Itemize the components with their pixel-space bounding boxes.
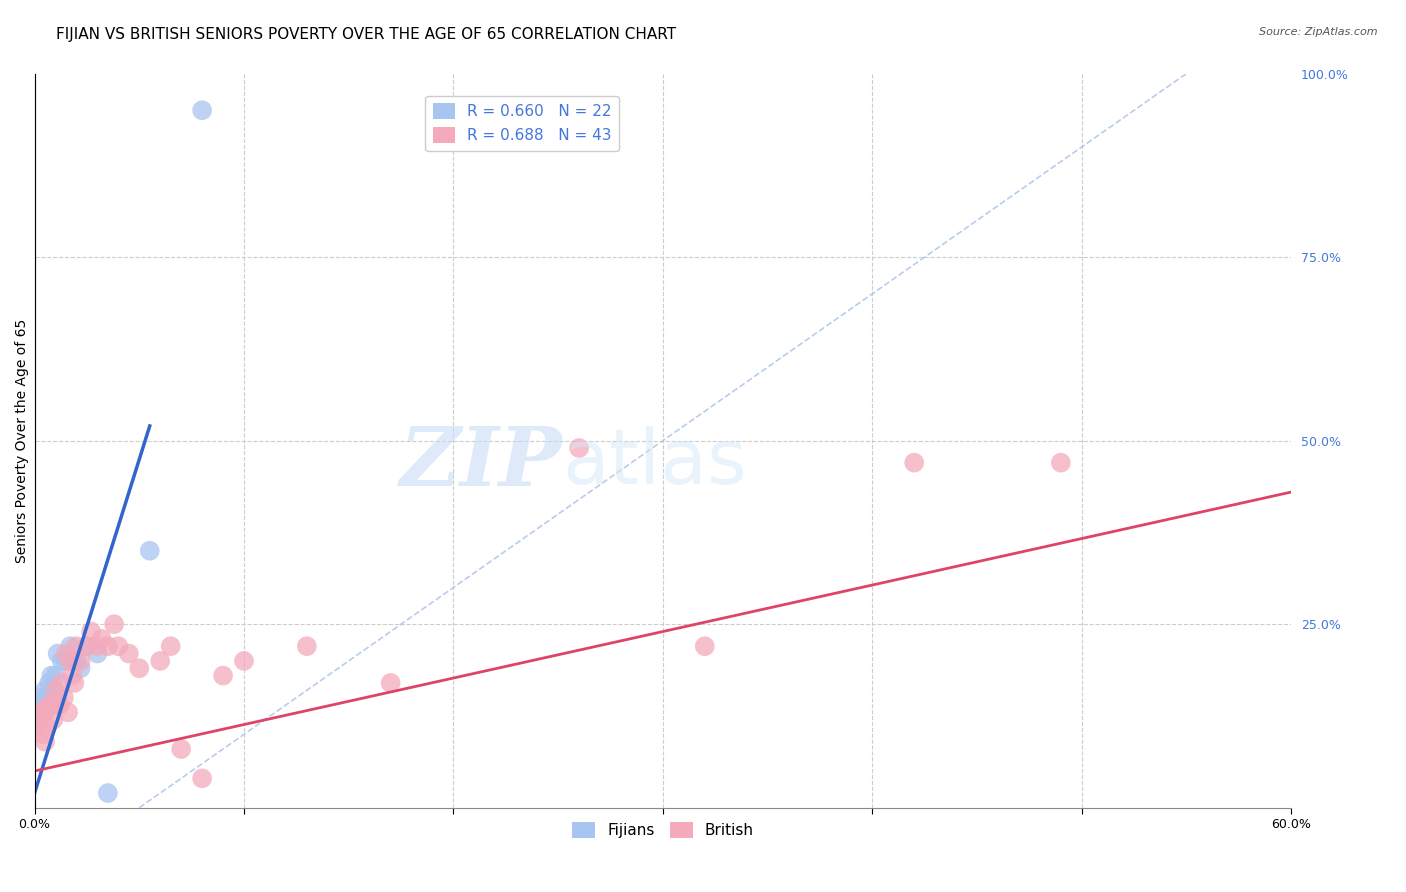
Point xyxy=(55,654,77,668)
Point xyxy=(212,668,235,682)
Point xyxy=(32,727,55,741)
Point xyxy=(51,676,73,690)
Point xyxy=(80,624,103,639)
Point xyxy=(42,713,65,727)
Point xyxy=(34,683,56,698)
Point xyxy=(139,543,162,558)
Point xyxy=(59,654,82,668)
Point xyxy=(380,676,402,690)
Text: atlas: atlas xyxy=(562,425,747,500)
Point xyxy=(52,690,75,705)
Point xyxy=(39,698,62,712)
Point xyxy=(46,647,69,661)
Point xyxy=(65,654,87,668)
Point xyxy=(65,639,87,653)
Y-axis label: Seniors Poverty Over the Age of 65: Seniors Poverty Over the Age of 65 xyxy=(15,318,30,563)
Point xyxy=(295,639,318,653)
Point xyxy=(25,706,48,720)
Point xyxy=(693,639,716,653)
Point xyxy=(97,786,120,800)
Point xyxy=(69,654,91,668)
Point xyxy=(30,706,52,720)
Point xyxy=(233,654,256,668)
Point xyxy=(107,639,129,653)
Point xyxy=(903,456,925,470)
Point xyxy=(46,698,69,712)
Text: FIJIAN VS BRITISH SENIORS POVERTY OVER THE AGE OF 65 CORRELATION CHART: FIJIAN VS BRITISH SENIORS POVERTY OVER T… xyxy=(56,27,676,42)
Point xyxy=(76,639,98,653)
Point xyxy=(97,639,120,653)
Legend: Fijians, British: Fijians, British xyxy=(565,816,761,844)
Point xyxy=(39,668,62,682)
Point xyxy=(34,698,56,712)
Point xyxy=(32,706,55,720)
Point xyxy=(34,706,56,720)
Point xyxy=(56,706,79,720)
Point xyxy=(90,632,112,646)
Point xyxy=(51,654,73,668)
Point xyxy=(63,676,86,690)
Point xyxy=(42,683,65,698)
Point xyxy=(44,683,66,698)
Point xyxy=(38,698,60,712)
Text: Source: ZipAtlas.com: Source: ZipAtlas.com xyxy=(1260,27,1378,37)
Point xyxy=(86,647,108,661)
Point xyxy=(191,772,214,786)
Point xyxy=(128,661,150,675)
Point xyxy=(159,639,181,653)
Point xyxy=(37,720,59,734)
Point xyxy=(30,690,52,705)
Point xyxy=(59,639,82,653)
Point xyxy=(86,639,108,653)
Point xyxy=(48,698,70,712)
Text: ZIP: ZIP xyxy=(399,423,562,503)
Point xyxy=(170,742,193,756)
Point xyxy=(76,639,98,653)
Point xyxy=(1050,456,1073,470)
Point xyxy=(69,661,91,675)
Point xyxy=(28,713,51,727)
Point xyxy=(37,690,59,705)
Point xyxy=(568,441,591,455)
Point xyxy=(191,103,214,118)
Point xyxy=(44,668,66,682)
Point xyxy=(60,668,83,682)
Point xyxy=(149,654,172,668)
Point xyxy=(38,676,60,690)
Point xyxy=(55,647,77,661)
Point xyxy=(34,734,56,748)
Point xyxy=(103,617,125,632)
Point xyxy=(28,698,51,712)
Point xyxy=(118,647,141,661)
Point xyxy=(25,720,48,734)
